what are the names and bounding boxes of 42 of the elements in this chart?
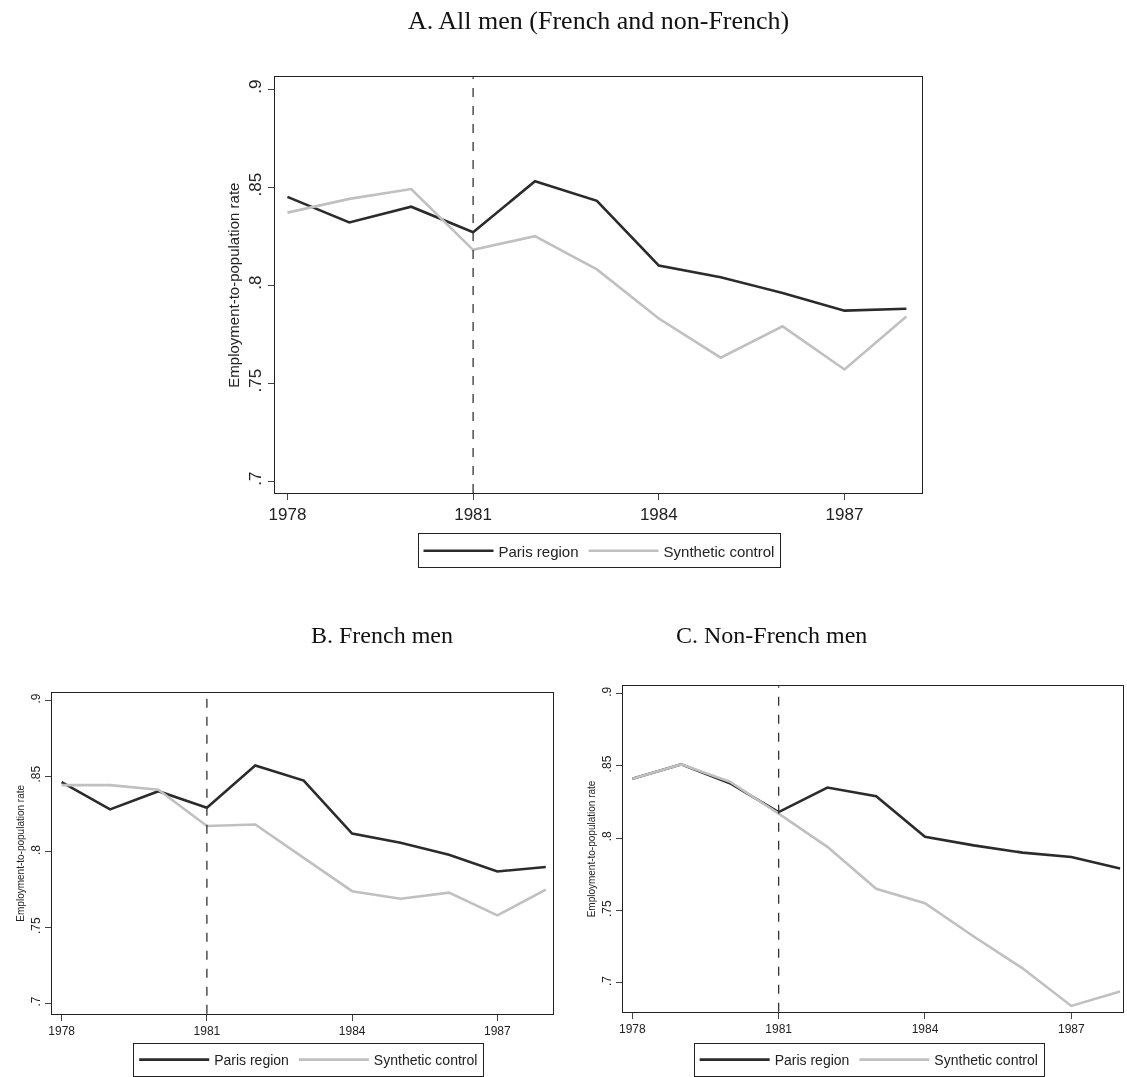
y-tick-label: .8 xyxy=(599,831,614,842)
y-tick-label: .75 xyxy=(599,900,614,918)
chart-title: A. All men (French and non-French) xyxy=(408,6,790,35)
y-tick-label: .9 xyxy=(599,686,614,697)
y-tick-label: .85 xyxy=(246,172,266,197)
y-tick-label: .7 xyxy=(29,996,44,1007)
line-series xyxy=(60,783,548,917)
y-tick-label: .75 xyxy=(246,368,266,393)
legend-label: Synthetic control xyxy=(934,1052,1038,1069)
y-tick-label: .75 xyxy=(29,917,44,935)
y-axis-title: Employment-to-population rate xyxy=(585,780,597,918)
x-tick-label: 1987 xyxy=(825,505,864,525)
legend-label: Paris region xyxy=(774,1052,850,1069)
chart-title: B. French men xyxy=(311,622,453,648)
x-tick-label: 1987 xyxy=(484,1024,512,1039)
x-tick-label: 1978 xyxy=(618,1022,646,1037)
y-tick-label: .85 xyxy=(29,765,44,783)
y-tick-label: .85 xyxy=(599,755,614,773)
x-tick-label: 1984 xyxy=(911,1022,939,1037)
y-tick-label: .9 xyxy=(246,79,266,94)
y-tick-label: .7 xyxy=(246,471,266,486)
x-tick-label: 1981 xyxy=(765,1022,793,1037)
x-tick-label: 1984 xyxy=(639,505,678,525)
x-tick-label: 1978 xyxy=(48,1024,76,1039)
line-series xyxy=(286,187,908,371)
y-tick-label: .8 xyxy=(246,275,266,290)
y-axis-title: Employment-to-population rate xyxy=(15,784,27,922)
y-tick-label: .7 xyxy=(599,975,614,986)
x-tick-label: 1987 xyxy=(1057,1022,1085,1037)
legend-label: Synthetic control xyxy=(663,542,775,560)
legend-label: Synthetic control xyxy=(373,1052,478,1069)
x-tick-label: 1978 xyxy=(268,505,307,525)
y-tick-label: .8 xyxy=(29,844,44,855)
line-series xyxy=(631,763,1122,1008)
x-tick-label: 1984 xyxy=(338,1024,366,1039)
y-tick-label: .9 xyxy=(29,693,44,704)
x-tick-label: 1981 xyxy=(193,1024,221,1039)
legend-label: Paris region xyxy=(214,1052,289,1069)
chart-title: C. Non-French men xyxy=(676,622,868,648)
x-tick-label: 1981 xyxy=(454,505,493,525)
y-axis-title: Employment-to-population rate xyxy=(225,182,243,388)
legend-label: Paris region xyxy=(498,542,579,560)
